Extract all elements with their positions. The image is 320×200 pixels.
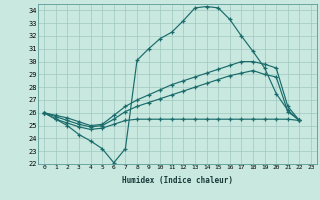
- X-axis label: Humidex (Indice chaleur): Humidex (Indice chaleur): [122, 176, 233, 185]
